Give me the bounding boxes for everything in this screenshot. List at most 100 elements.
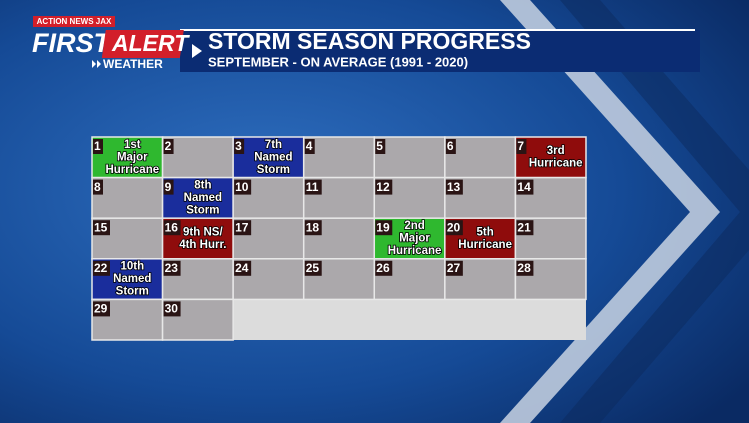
day-cell (91, 176, 164, 219)
day-badge (516, 220, 534, 236)
day-badge (163, 260, 181, 276)
event-label: Storm (116, 286, 149, 298)
weather-icon (97, 60, 101, 68)
event-label: Named (254, 151, 292, 163)
header-bar (180, 30, 700, 72)
event-label: 3rd (547, 145, 565, 157)
day-badge (163, 179, 174, 195)
day-number: 10 (235, 180, 249, 194)
chevron-shadow (560, 0, 749, 423)
day-cell (161, 176, 234, 219)
event-label: 1st (124, 139, 141, 151)
day-badge (234, 220, 252, 236)
event-label: Named (113, 273, 151, 285)
header-arrow (192, 44, 202, 58)
day-number: 16 (165, 220, 179, 234)
day-number: 30 (165, 302, 179, 316)
station-box (33, 16, 115, 27)
day-badge (93, 139, 103, 154)
day-number: 18 (306, 220, 320, 234)
day-number: 17 (235, 220, 249, 234)
day-cell (514, 136, 587, 179)
day-badge (93, 301, 110, 317)
event-label: 7th (265, 139, 282, 151)
day-number: 2 (165, 139, 172, 153)
day-number: 21 (517, 220, 531, 234)
day-badge (445, 220, 463, 236)
event-label: Major (117, 151, 148, 163)
day-badge (304, 179, 322, 195)
logo-weather: WEATHER (103, 57, 163, 71)
day-number: 11 (306, 180, 319, 194)
day-badge (304, 139, 315, 154)
day-number: 22 (94, 261, 108, 275)
day-number: 6 (447, 139, 454, 153)
day-number: 26 (376, 261, 390, 275)
day-badge (163, 139, 174, 154)
day-badge (93, 220, 110, 236)
day-badge (93, 260, 110, 276)
event-label: 5th (477, 226, 494, 238)
station: ACTION NEWS JAX (37, 17, 112, 26)
day-number: 8 (94, 180, 101, 194)
event-label: Storm (257, 164, 290, 176)
event-label: 9th NS/ (183, 226, 223, 238)
logo-alert: ALERT (111, 30, 190, 56)
subtitle: SEPTEMBER - ON AVERAGE (1991 - 2020) (208, 54, 468, 69)
day-number: 23 (165, 261, 179, 275)
event-label: 8th (194, 179, 211, 191)
day-number: 3 (235, 139, 242, 153)
day-number: 20 (447, 220, 461, 234)
day-cell (91, 298, 164, 341)
day-badge (375, 220, 393, 236)
day-number: 12 (376, 180, 390, 194)
day-badge (234, 139, 245, 154)
day-badge (516, 260, 534, 276)
day-badge (304, 220, 322, 236)
day-cell (444, 136, 517, 179)
day-number: 29 (94, 302, 108, 316)
day-number: 7 (517, 139, 524, 153)
event-label: Major (399, 233, 430, 245)
day-badge (445, 260, 463, 276)
day-badge (445, 139, 456, 154)
event-label: Hurricane (388, 245, 442, 257)
event-label: Hurricane (458, 239, 512, 251)
alert-box (101, 30, 184, 58)
day-badge (93, 179, 103, 195)
day-badge (516, 179, 534, 195)
day-badge (445, 179, 463, 195)
day-number: 15 (94, 220, 108, 234)
event-label: 4th Hurr. (179, 239, 226, 251)
day-number: 25 (306, 261, 320, 275)
day-number: 5 (376, 139, 383, 153)
day-badge (304, 260, 322, 276)
day-number: 9 (165, 180, 172, 194)
day-number: 4 (306, 139, 313, 153)
weather-icon (92, 60, 96, 68)
day-number: 28 (517, 261, 531, 275)
day-number: 14 (517, 180, 531, 194)
day-badge (375, 139, 386, 154)
day-badge (375, 260, 393, 276)
day-number: 13 (447, 180, 461, 194)
day-badge (163, 220, 181, 236)
day-number: 19 (376, 220, 390, 234)
day-badge (234, 179, 252, 195)
day-cell (232, 136, 305, 179)
day-badge (163, 301, 181, 317)
day-number: 27 (447, 261, 461, 275)
day-cell (91, 136, 164, 179)
event-label: 2nd (404, 220, 424, 232)
event-label: Hurricane (529, 158, 583, 170)
day-cell (302, 136, 376, 179)
event-label: 10th (120, 261, 144, 273)
logo-first: FIRST (32, 28, 113, 58)
day-badge (516, 139, 527, 154)
day-badge (234, 260, 252, 276)
title: STORM SEASON PROGRESS (208, 28, 531, 54)
day-badge (375, 179, 393, 195)
event-label: Hurricane (105, 164, 159, 176)
